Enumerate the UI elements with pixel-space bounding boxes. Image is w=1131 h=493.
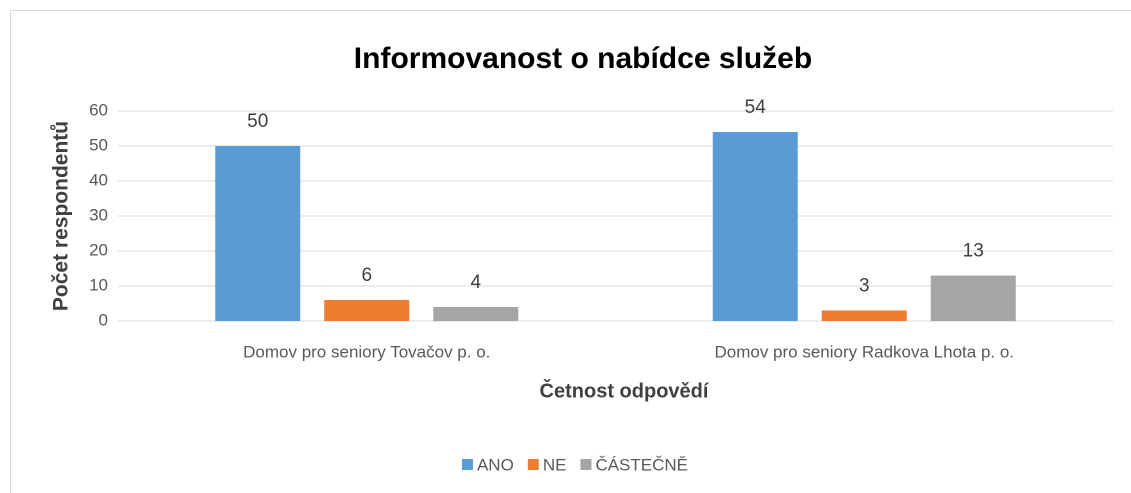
- legend-swatch: [527, 459, 539, 470]
- y-axis-title: Počet respondentů: [50, 121, 73, 311]
- data-label: 50: [247, 111, 268, 132]
- bar: [215, 146, 301, 321]
- x-tick-label: Domov pro seniory Tovačov p. o.: [243, 342, 490, 361]
- chart-frame: [10, 10, 1131, 493]
- data-label: 6: [361, 265, 372, 286]
- legend-label: ANO: [477, 455, 514, 474]
- data-label: 3: [859, 276, 870, 297]
- x-tick-label: Domov pro seniory Radkova Lhota p. o.: [714, 342, 1014, 361]
- y-tick-label: 30: [89, 205, 108, 224]
- y-tick-label: 10: [89, 275, 108, 294]
- bar: [930, 275, 1016, 321]
- y-tick-label: 60: [89, 100, 108, 119]
- y-tick-label: 20: [89, 240, 108, 259]
- legend-label: NE: [543, 455, 567, 474]
- y-tick-label: 0: [99, 310, 108, 329]
- y-tick-label: 50: [89, 135, 108, 154]
- legend-swatch: [580, 459, 592, 470]
- bar: [821, 310, 907, 321]
- data-label: 4: [470, 272, 481, 293]
- x-axis-title: Četnost odpovědí: [540, 378, 710, 402]
- bar: [433, 307, 519, 321]
- y-tick-label: 40: [89, 170, 108, 189]
- data-label: 54: [745, 97, 767, 118]
- data-label: 13: [963, 241, 984, 262]
- bar: [324, 300, 410, 321]
- legend-swatch: [461, 459, 473, 470]
- chart-title: Informovanost o nabídce služeb: [354, 42, 812, 75]
- legend-label: ČÁSTEČNĚ: [595, 455, 688, 474]
- bar: [712, 132, 798, 321]
